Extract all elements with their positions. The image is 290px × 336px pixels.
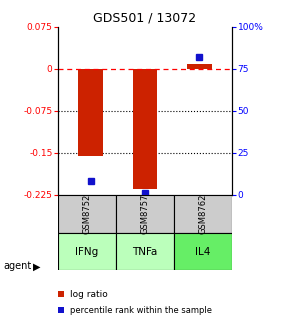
Text: TNFa: TNFa <box>132 247 158 257</box>
Bar <box>133 69 157 189</box>
Text: GSM8762: GSM8762 <box>198 194 208 234</box>
Bar <box>116 195 174 233</box>
Bar <box>187 65 212 69</box>
Bar <box>116 233 174 270</box>
Text: ▶: ▶ <box>33 261 41 271</box>
Text: GSM8757: GSM8757 <box>140 194 150 234</box>
Bar <box>174 233 232 270</box>
Bar <box>78 69 103 156</box>
Text: percentile rank within the sample: percentile rank within the sample <box>70 306 212 315</box>
Bar <box>58 233 116 270</box>
Title: GDS501 / 13072: GDS501 / 13072 <box>93 11 197 24</box>
Bar <box>58 195 116 233</box>
Text: IFNg: IFNg <box>75 247 99 257</box>
Text: log ratio: log ratio <box>70 290 108 299</box>
Bar <box>174 195 232 233</box>
Text: agent: agent <box>3 261 31 271</box>
Text: IL4: IL4 <box>195 247 211 257</box>
Text: GSM8752: GSM8752 <box>82 194 92 234</box>
